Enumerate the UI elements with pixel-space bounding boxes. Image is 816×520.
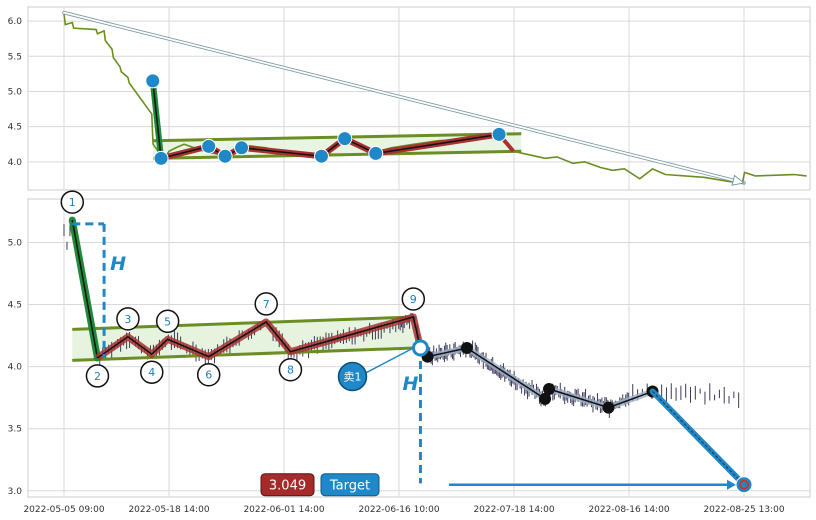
impulse-leg-core: [71, 219, 99, 359]
y-tick-label: 3.0: [8, 487, 23, 497]
target-label-badge: [320, 473, 380, 497]
target-marker: [735, 476, 753, 494]
x-tick-label: 2022-08-25 13:00: [703, 505, 784, 515]
target-projection-core: [652, 391, 745, 486]
wave-label: 5: [164, 315, 171, 328]
x-tick-label: 2022-05-18 14:00: [128, 505, 209, 515]
forecast-point: [460, 342, 473, 354]
breakout-marker: [411, 339, 429, 357]
pivot-marker: [145, 73, 161, 89]
pivot-marker: [313, 148, 329, 164]
zigzag-core: [97, 316, 422, 359]
wave-label-circle: [155, 309, 180, 334]
trend-arrow-head: [731, 174, 746, 186]
wave-label: 3: [124, 313, 131, 326]
pivot-marker: [368, 145, 384, 161]
wave-label-circle: [85, 364, 110, 388]
h-label-2: H: [402, 373, 418, 395]
target-arrowhead: [727, 479, 736, 490]
target-label-text: Target: [329, 479, 370, 494]
target-marker-ring: [739, 479, 749, 490]
x-tick-label: 2022-07-18 14:00: [473, 505, 554, 515]
wave-label-circle: [60, 190, 85, 214]
sell-signal-arrow: [366, 348, 412, 374]
y-tick-label: 4.5: [8, 301, 22, 311]
wave-label: 9: [410, 293, 417, 306]
x-tick-label: 2022-08-16 14:00: [588, 505, 669, 515]
wave-label-circle: [196, 362, 221, 387]
pivot-marker: [491, 126, 507, 142]
wave-label-circle: [278, 357, 303, 382]
forecast-point: [539, 392, 552, 405]
wave-label-circle: [140, 360, 164, 384]
wave-label: 4: [148, 366, 155, 379]
y-tick-label: 6.0: [8, 17, 23, 27]
y-tick-label: 4.5: [8, 123, 22, 133]
x-tick-label: 2022-06-16 10:00: [358, 505, 439, 515]
h-label-1: H: [110, 253, 126, 275]
wave-label: 8: [287, 364, 294, 377]
pivot-marker: [337, 131, 353, 147]
y-tick-label: 4.0: [8, 363, 23, 373]
forecast-point: [543, 382, 556, 395]
band-line: [153, 149, 522, 160]
y-tick-label: 5.0: [8, 87, 23, 97]
x-tick-label: 2022-06-01 14:00: [243, 505, 324, 515]
pivot-marker: [201, 138, 217, 154]
pivot-marker: [153, 150, 169, 166]
target-value-text: 3.049: [269, 479, 306, 494]
target-value-badge: [260, 473, 315, 497]
sell-signal-marker: [337, 361, 368, 392]
impulse-leg-core: [152, 80, 162, 159]
wave-label: 1: [69, 196, 76, 209]
wave-label-circle: [254, 292, 278, 316]
y-tick-label: 5.5: [8, 52, 22, 62]
wave-label: 7: [263, 298, 270, 311]
y-tick-label: 3.5: [8, 425, 22, 435]
y-tick-label: 4.0: [8, 158, 23, 168]
band-line: [72, 346, 414, 362]
sell-signal-label: 卖1: [343, 371, 361, 384]
wave-label-circle: [401, 287, 426, 311]
wave-label: 6: [205, 369, 212, 382]
wave-label-circle: [116, 307, 140, 331]
trend-arrow-core: [63, 11, 745, 184]
y-tick-label: 5.0: [8, 238, 23, 248]
pivot-marker: [234, 140, 250, 156]
band-line: [153, 132, 522, 143]
pivot-marker: [217, 148, 233, 164]
overview-panel: 6.0 5.5 5.0 4.5 4.0: [8, 6, 811, 191]
x-tick-label: 2022-05-05 09:00: [23, 505, 104, 515]
forecast-point: [602, 401, 615, 414]
wave-label: 2: [94, 370, 101, 383]
